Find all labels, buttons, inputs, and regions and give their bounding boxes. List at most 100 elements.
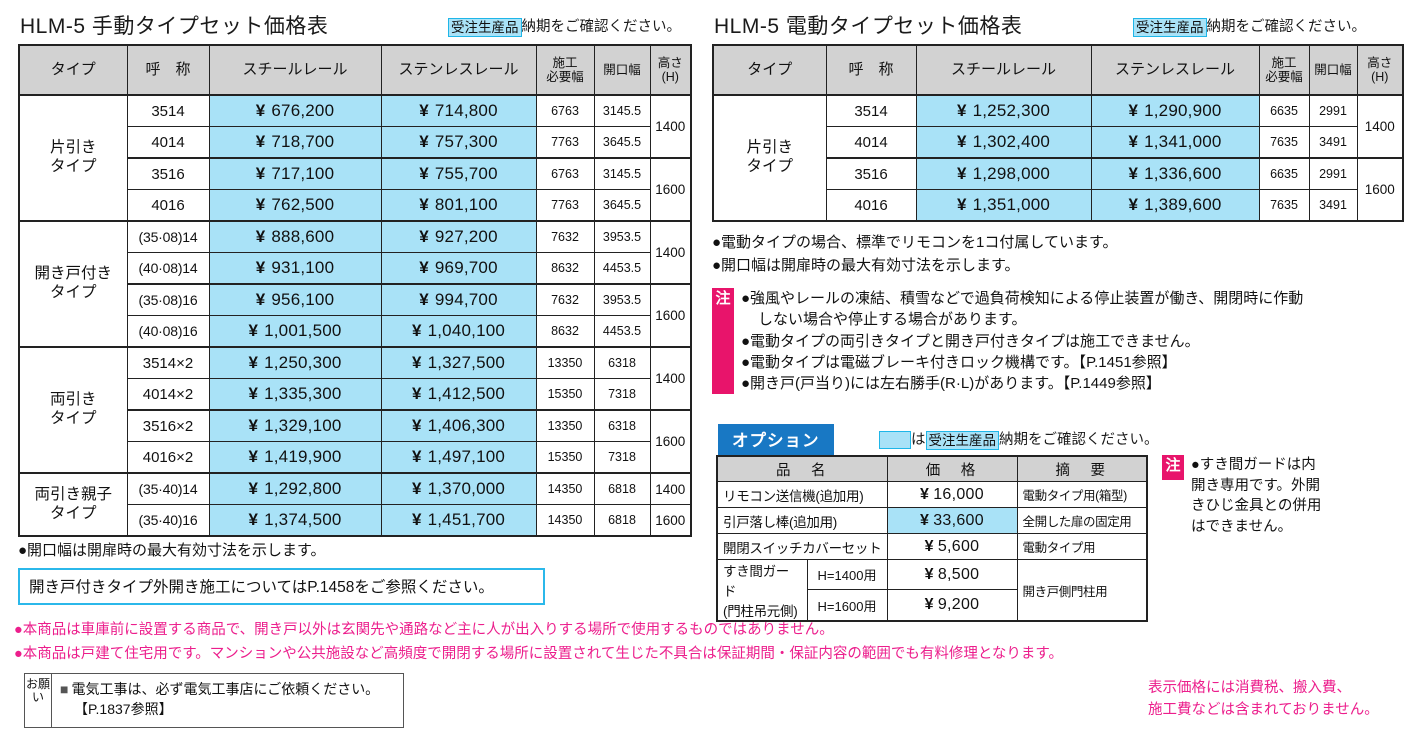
outward-swing-callout: 開き戸付きタイプ外開き施工についてはP.1458をご参照ください。 <box>18 568 545 605</box>
cell-install-width: 13350 <box>535 409 595 442</box>
cell-install-width: 14350 <box>535 504 595 537</box>
cell-steel-price: ¥717,100 <box>208 157 382 190</box>
cell-stainless-price: ¥714,800 <box>380 94 537 127</box>
steel-price-value: 956,100 <box>271 290 335 309</box>
th-type: タイプ <box>18 44 128 96</box>
cell-option-remark: 電動タイプ用 <box>1016 533 1148 560</box>
stainless-price-value: 1,040,100 <box>427 321 506 340</box>
option-price-value: 33,600 <box>933 511 984 529</box>
th-option-remark: 摘 要 <box>1016 455 1148 482</box>
cell-steel-price: ¥956,100 <box>208 283 382 316</box>
stainless-price-value: 969,700 <box>434 258 498 277</box>
th-install-width-line1: 施工 <box>552 56 578 70</box>
made-to-order-swatch <box>879 431 911 450</box>
cell-option-remark: 電動タイプ用(箱型) <box>1016 481 1148 508</box>
stainless-price-value: 1,327,500 <box>427 353 506 372</box>
option-price-value: 9,200 <box>937 596 980 614</box>
group-type-line1: 片引き <box>49 139 97 157</box>
cell-option-price: ¥9,200 <box>886 589 1018 622</box>
th-install-width: 施工 必要幅 <box>535 44 595 96</box>
cell-opening-width: 3645.5 <box>593 189 651 222</box>
group-type-line2: タイプ <box>49 284 97 301</box>
group-type-line2: タイプ <box>746 158 793 175</box>
cell-option-variant: H=1600用 <box>806 589 888 622</box>
th-stainless-rail: ステンレスレール <box>1090 44 1260 96</box>
option-tag: オプション <box>718 424 834 455</box>
onegai-line-2: 【P.1837参照】 <box>74 700 173 717</box>
cell-install-width: 14350 <box>535 472 595 505</box>
table-header-row: 品 名 価 格 摘 要 <box>716 455 1148 482</box>
stainless-price-value: 1,451,700 <box>427 510 506 529</box>
steel-price-value: 676,200 <box>271 101 335 120</box>
steel-price-value: 1,329,100 <box>264 416 342 435</box>
stainless-price-value: 1,406,300 <box>427 416 506 435</box>
option-price-value: 5,600 <box>937 537 980 555</box>
cell-name: (35·40)14 <box>126 472 210 505</box>
cell-option-remark: 開き戸側門柱用 <box>1016 559 1148 622</box>
cell-opening-width: 6818 <box>593 504 651 537</box>
cell-install-width: 6635 <box>1258 94 1310 127</box>
cell-stainless-price: ¥1,341,000 <box>1090 126 1260 159</box>
cell-name: 4014 <box>825 126 917 159</box>
cell-stainless-price: ¥1,370,000 <box>380 472 537 505</box>
cell-name: (35·08)14 <box>126 220 210 253</box>
onegai-line-1-text: 電気工事は、必ず電気工事店にご依頼ください。 <box>71 681 380 697</box>
th-stainless-rail: ステンレスレール <box>380 44 537 96</box>
cell-steel-price: ¥1,329,100 <box>208 409 382 442</box>
cell-name: 4014 <box>126 126 210 159</box>
steel-price-value: 717,100 <box>271 164 335 183</box>
cell-option-price: ¥16,000 <box>886 481 1018 508</box>
stainless-price-value: 801,100 <box>434 195 498 214</box>
cell-stainless-price: ¥1,451,700 <box>380 504 537 537</box>
th-height: 高さ (H) <box>649 44 692 96</box>
cell-steel-price: ¥931,100 <box>208 252 382 285</box>
cell-install-width: 15350 <box>535 378 595 411</box>
group-type-cell: 片引き タイプ <box>18 94 128 222</box>
cell-opening-width: 7318 <box>593 378 651 411</box>
th-option-name: 品 名 <box>716 455 888 482</box>
steel-price-value: 1,298,000 <box>972 164 1051 183</box>
option-name-line1: すき間ガード <box>723 564 789 599</box>
caution-line-4: ●電動タイプは電磁ブレーキ付きロック機構です。【P.1451参照】 <box>741 353 1177 371</box>
cell-stainless-price: ¥1,406,300 <box>380 409 537 442</box>
cell-steel-price: ¥762,500 <box>208 189 382 222</box>
caution-marker: 注 <box>712 288 734 395</box>
group-type-cell: 両引き親子 タイプ <box>18 472 128 537</box>
cell-option-name: 引戸落し棒(追加用) <box>716 507 888 534</box>
cell-steel-price: ¥1,252,300 <box>915 94 1092 127</box>
cell-stainless-price: ¥757,300 <box>380 126 537 159</box>
table-row: (35·40)16 ¥1,374,500 ¥1,451,700 14350 68… <box>19 504 692 537</box>
steel-price-value: 1,250,300 <box>264 353 342 372</box>
cell-install-width: 8632 <box>535 315 595 348</box>
cell-steel-price: ¥1,374,500 <box>208 504 382 537</box>
th-option-price: 価 格 <box>886 455 1018 482</box>
cell-height: 1400 <box>649 220 692 285</box>
cell-opening-width: 3645.5 <box>593 126 651 159</box>
th-height-line1: 高さ <box>1367 56 1393 70</box>
cell-steel-price: ¥1,292,800 <box>208 472 382 505</box>
option-header-row: オプション <box>718 424 834 455</box>
table-row: 4014 ¥718,700 ¥757,300 7763 3645.5 <box>19 126 691 159</box>
cell-steel-price: ¥1,302,400 <box>915 126 1092 159</box>
table-row: 4016 ¥1,351,000 ¥1,389,600 7635 3491 <box>713 189 1403 222</box>
table-row: 4014 ¥1,302,400 ¥1,341,000 7635 3491 <box>713 126 1403 159</box>
table-row: すき間ガード (門柱吊元側) H=1400用 ¥8,500 開き戸側門柱用 <box>716 558 1148 622</box>
cell-opening-width: 2991 <box>1308 157 1358 190</box>
steel-price-value: 762,500 <box>271 195 335 214</box>
caution-text: ●すき間ガードは内開き専用です。外開きひじ金具との併用はできません。 <box>1191 457 1322 535</box>
cell-height: 1400 <box>649 346 692 411</box>
cell-steel-price: ¥676,200 <box>208 94 382 127</box>
cell-option-name: 開閉スイッチカバーセット <box>716 533 888 560</box>
price-disclaimer-line1: 表示価格には消費税、搬入費、 <box>1148 680 1351 696</box>
th-opening-width: 開口幅 <box>1308 44 1358 96</box>
cell-name: 3516×2 <box>126 409 210 442</box>
cell-opening-width: 3145.5 <box>593 94 651 127</box>
table-row: (35·08)16 ¥956,100 ¥994,700 7632 3953.5 … <box>19 283 692 348</box>
cell-steel-price: ¥1,250,300 <box>208 346 382 379</box>
onegai-label: お願い <box>25 674 52 727</box>
steel-price-value: 1,292,800 <box>264 479 342 498</box>
group-type-line1: 片引き <box>746 139 793 157</box>
caution-marker: 注 <box>1162 455 1184 480</box>
th-install-width: 施工 必要幅 <box>1258 44 1310 96</box>
cell-install-width: 15350 <box>535 441 595 474</box>
